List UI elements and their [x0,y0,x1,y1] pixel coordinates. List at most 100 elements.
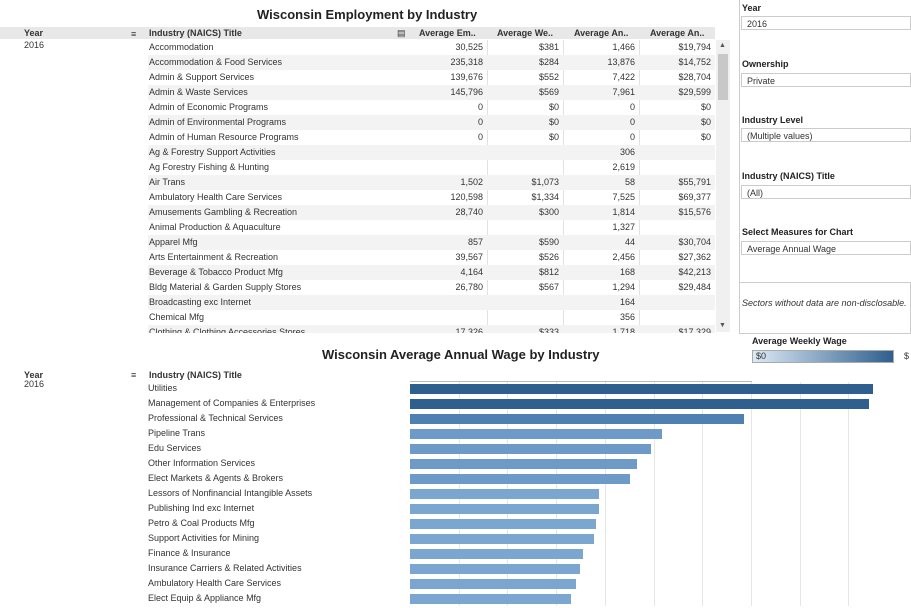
gridline [653,382,655,606]
value-cell: 2,619 [612,162,635,172]
chart-bar[interactable] [410,399,869,409]
value-cell: $42,213 [678,267,711,277]
table-row[interactable]: Ag & Forestry Support Activities 306 [148,145,715,160]
value-cell: $15,576 [678,207,711,217]
chart-title: Wisconsin Average Annual Wage by Industr… [322,347,600,362]
col-an2-header[interactable]: Average An.. [650,28,705,38]
sort-icon[interactable]: ≡ [131,29,137,39]
title-filter[interactable]: (All) [741,185,911,199]
value-cell: 0 [629,117,635,127]
value-cell: 13,876 [607,57,635,67]
value-cell: 306 [619,147,635,157]
value-cell: 39,567 [455,252,483,262]
table-scrollbar[interactable]: ▲ ▼ [716,40,730,332]
col-week-header[interactable]: Average We.. [497,28,554,38]
value-cell: $0 [548,117,559,127]
value-cell: $0 [700,117,711,127]
gridline [702,382,704,606]
industry-cell: Admin of Environmental Programs [149,117,287,127]
table-row[interactable]: Chemical Mfg 356 [148,310,715,325]
table-row[interactable]: Admin & Support Services 139,676 $552 7,422… [148,70,715,85]
table-row[interactable]: Clothing & Clothing Accessories Stores 17… [148,325,715,333]
table-row[interactable]: Arts Entertainment & Recreation 39,567 $52… [148,250,715,265]
table-row[interactable]: Admin & Waste Services 145,796 $569 7,961 $2… [148,85,715,100]
chart-category-label: Elect Equip & Appliance Mfg [148,593,262,603]
value-cell: $0 [700,102,711,112]
table-row[interactable]: Admin of Environmental Programs 0 $0 0 $0 [148,115,715,130]
scroll-down-icon[interactable]: ▼ [719,322,726,329]
table-row[interactable]: Bldg Material & Garden Supply Stores 26,7… [148,280,715,295]
value-cell: 1,327 [612,222,635,232]
col-an1-header[interactable]: Average An.. [574,28,629,38]
table-row[interactable]: Broadcasting exc Internet 164 [148,295,715,310]
table-row[interactable]: Admin of Economic Programs 0 $0 0 $0 [148,100,715,115]
note-box [739,282,911,334]
chart-category-label: Petro & Coal Products Mfg [148,518,255,528]
table-row[interactable]: Amusements Gambling & Recreation 28,740 $3… [148,205,715,220]
value-cell: 28,740 [455,207,483,217]
chart-category-label: Finance & Insurance [148,548,231,558]
table-row[interactable]: Beverage & Tobacco Product Mfg 4,164 $812 1… [148,265,715,280]
table-row[interactable]: Apparel Mfg 857 $590 44 $30,704 [148,235,715,250]
table-row[interactable]: Animal Production & Aquaculture 1,327 [148,220,715,235]
chart-bar[interactable] [410,384,873,394]
chart-bar[interactable] [410,534,594,544]
chart-bar[interactable] [410,504,599,514]
industry-cell: Beverage & Tobacco Product Mfg [149,267,283,277]
col-emp-header[interactable]: Average Em.. [419,28,476,38]
industry-cell: Admin & Support Services [149,72,255,82]
value-cell: 1,502 [460,177,483,187]
value-cell: $0 [548,102,559,112]
column-sort-icon[interactable]: ▤ [397,28,406,38]
chart-year-cell: 2016 [24,379,45,389]
ownership-filter[interactable]: Private [741,73,911,87]
table-row[interactable]: Admin of Human Resource Programs 0 $0 0 $0 [148,130,715,145]
industry-cell: Apparel Mfg [149,237,198,247]
chart-category-label: Ambulatory Health Care Services [148,578,282,588]
value-cell: $284 [538,57,559,67]
chart-industry-header[interactable]: Industry (NAICS) Title [149,370,242,380]
chart-year-header[interactable]: Year [24,370,44,380]
value-cell: 58 [624,177,635,187]
measure-filter[interactable]: Average Annual Wage [741,241,911,255]
col-industry-header[interactable]: Industry (NAICS) Title [149,28,242,38]
scroll-thumb[interactable] [718,54,728,100]
value-cell: $1,073 [531,177,559,187]
value-cell: $0 [548,132,559,142]
value-cell: 44 [624,237,635,247]
table-row[interactable]: Accommodation & Food Services 235,318 $284… [148,55,715,70]
sort-icon[interactable]: ≡ [131,370,137,380]
industry-cell: Ambulatory Health Care Services [149,192,283,202]
chart-bar[interactable] [410,564,580,574]
year-cell: 2016 [24,40,45,50]
disclosure-note: Sectors without data are non-disclosable… [742,298,907,308]
chart-bar[interactable] [410,594,571,604]
chart-bar[interactable] [410,519,596,529]
chart-bar[interactable] [410,459,637,469]
value-cell: 1,466 [612,42,635,52]
table-row[interactable]: Air Trans 1,502 $1,073 58 $55,791 [148,175,715,190]
chart-bar[interactable] [410,474,630,484]
chart-bar[interactable] [410,489,599,499]
level-filter[interactable]: (Multiple values) [741,128,911,142]
table-row[interactable]: Ag Forestry Fishing & Hunting 2,619 [148,160,715,175]
chart-bar[interactable] [410,414,744,424]
col-year-header[interactable]: Year [24,28,44,38]
value-cell: 30,525 [455,42,483,52]
filter-panel-border [739,0,740,283]
scroll-up-icon[interactable]: ▲ [719,42,726,49]
value-cell: $55,791 [678,177,711,187]
chart-bar[interactable] [410,579,576,589]
year-filter[interactable]: 2016 [741,16,911,30]
value-cell: 1,718 [612,327,635,333]
value-cell: $590 [538,237,559,247]
table-row[interactable]: Ambulatory Health Care Services 120,598 $1… [148,190,715,205]
table-row[interactable]: Accommodation 30,525 $381 1,466 $19,794 [148,40,715,55]
value-cell: 857 [467,237,483,247]
industry-cell: Air Trans [149,177,186,187]
chart-bar[interactable] [410,429,662,439]
chart-category-label: Pipeline Trans [148,428,206,438]
chart-bar[interactable] [410,444,651,454]
chart-bar[interactable] [410,549,583,559]
value-cell: 164 [619,297,635,307]
